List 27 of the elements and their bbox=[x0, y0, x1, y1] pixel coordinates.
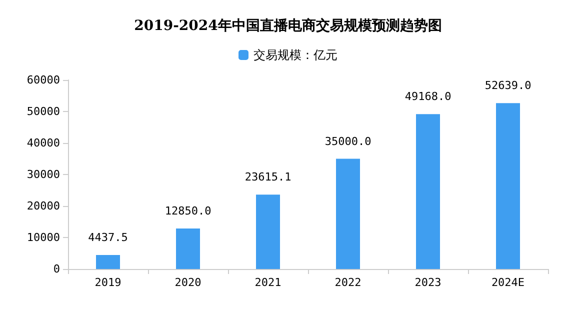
bar bbox=[256, 194, 280, 269]
bar bbox=[416, 114, 440, 269]
y-tick-label: 20000 bbox=[26, 200, 60, 212]
bar bbox=[176, 228, 200, 269]
data-label: 35000.0 bbox=[324, 134, 372, 148]
x-tick-label: 2022 bbox=[334, 276, 362, 289]
x-tick-label: 2020 bbox=[174, 276, 202, 289]
y-tick-label: 10000 bbox=[26, 231, 60, 244]
y-tick-label: 0 bbox=[53, 262, 60, 276]
y-tick-label: 30000 bbox=[26, 168, 60, 181]
bar bbox=[96, 255, 120, 269]
y-tick-label: 60000 bbox=[26, 74, 60, 86]
data-label: 4437.5 bbox=[88, 231, 128, 244]
bar bbox=[496, 103, 520, 269]
data-label: 49168.0 bbox=[404, 90, 452, 104]
y-tick-label: 50000 bbox=[26, 105, 60, 118]
bar bbox=[336, 158, 360, 269]
x-tick-label: 2023 bbox=[414, 276, 442, 289]
data-label: 52639.0 bbox=[484, 79, 532, 92]
chart-title: 2019-2024年中国直播电商交易规模预测趋势图 bbox=[134, 17, 442, 34]
legend-label: 交易规模：亿元 bbox=[254, 48, 338, 62]
x-tick-label: 2024E bbox=[491, 276, 525, 289]
x-tick-label: 2019 bbox=[94, 276, 122, 289]
y-tick-label: 40000 bbox=[26, 136, 60, 150]
x-tick-label: 2021 bbox=[254, 276, 282, 289]
data-label: 23615.1 bbox=[244, 170, 292, 184]
data-label: 12850.0 bbox=[164, 204, 212, 218]
